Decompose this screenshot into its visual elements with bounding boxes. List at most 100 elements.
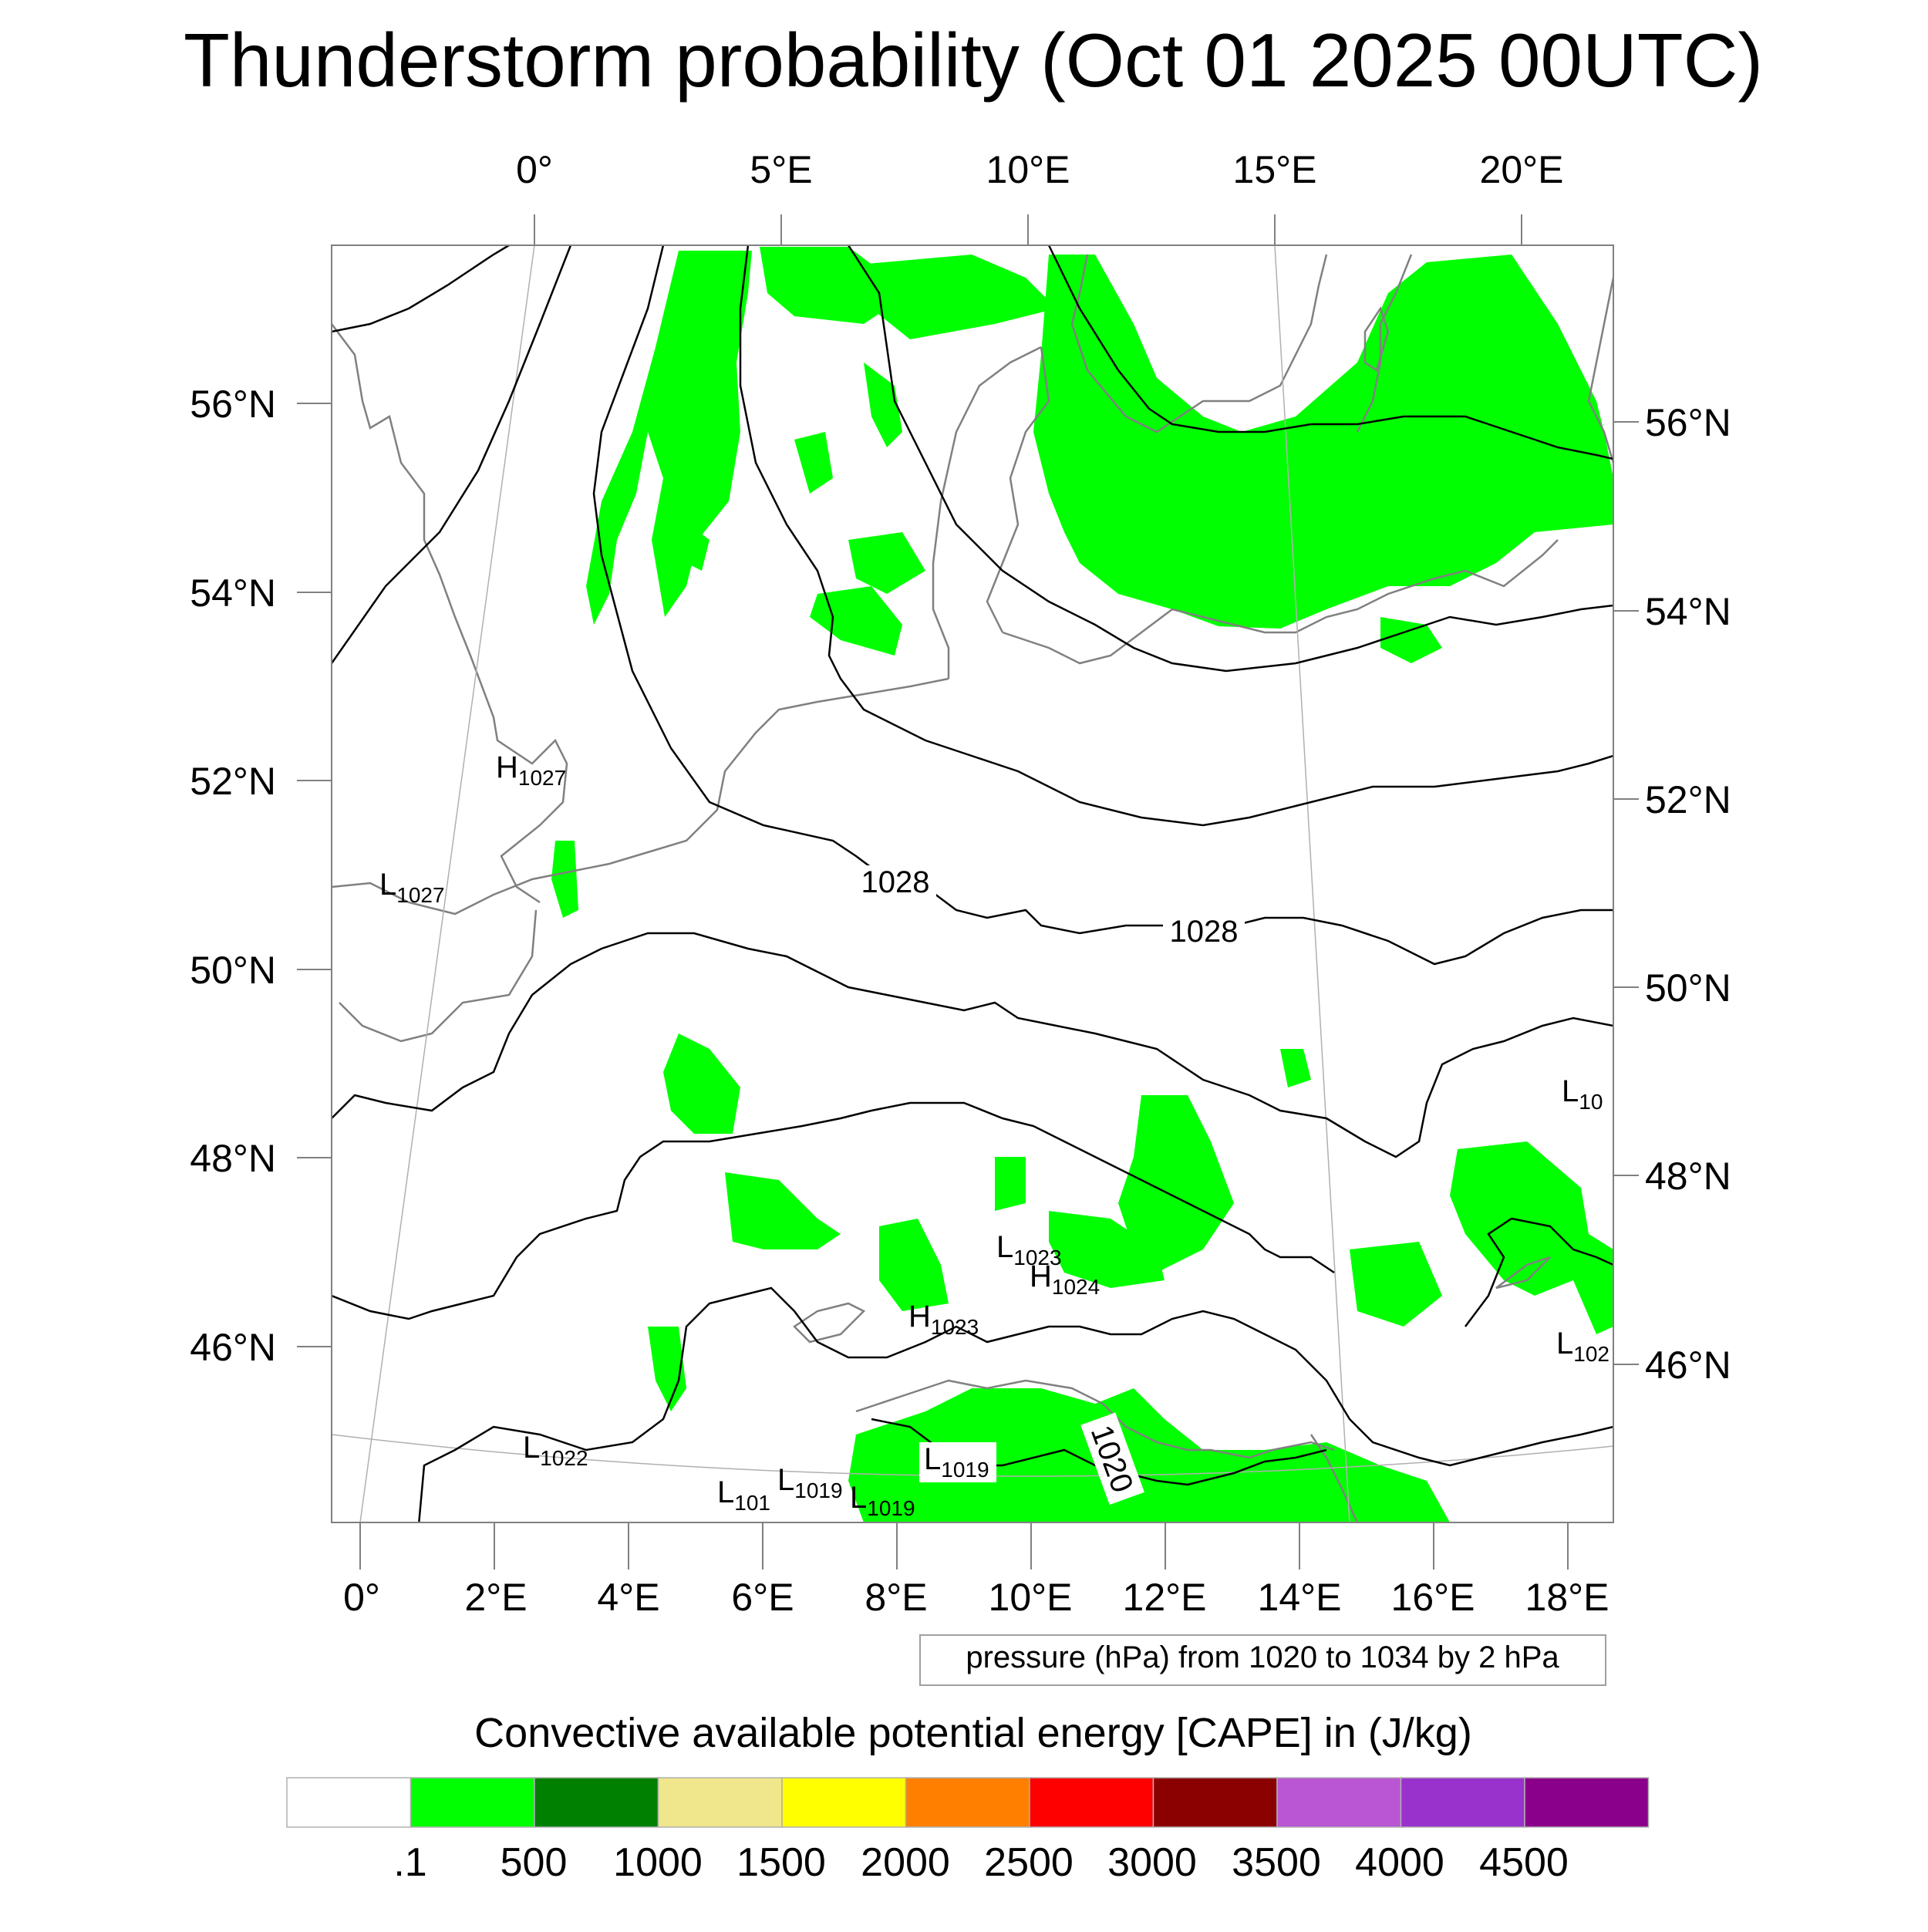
cape-area-france-south <box>648 1327 686 1411</box>
colorbar-swatch <box>286 1777 412 1828</box>
left-lat-label: 50°N <box>190 949 276 992</box>
cape-area-hungary <box>1450 1141 1613 1334</box>
left-axis: 56°N 54°N 52°N 50°N 48°N 46°N <box>190 383 332 1369</box>
colorbar-swatch <box>1152 1777 1278 1828</box>
top-lon-label: 15°E <box>1233 148 1317 191</box>
isobar <box>592 245 1613 966</box>
isobars <box>332 245 1613 1522</box>
isobar <box>1465 1217 1613 1327</box>
left-lat-label: 52°N <box>190 760 276 803</box>
right-lat-label: 48°N <box>1645 1155 1731 1198</box>
cape-area-skagerrak <box>841 255 1057 339</box>
cape-area-alps-north <box>1118 1095 1234 1273</box>
cape-area-english-channel <box>551 841 578 918</box>
coastline-sweden-east <box>1356 254 1413 433</box>
colorbar-swatch <box>781 1777 907 1828</box>
cape-area-bavaria <box>663 1033 740 1134</box>
colorbar-tick-label: 4000 <box>1355 1840 1444 1885</box>
bottom-lon-label: 8°E <box>865 1576 927 1619</box>
contour-label: 1028 <box>861 865 930 899</box>
bottom-lon-label: 6°E <box>731 1576 794 1619</box>
colorbar-tick-label: 1500 <box>736 1840 826 1885</box>
contour-label-bg <box>1163 915 1245 949</box>
cape-area-bavaria <box>725 1172 841 1249</box>
right-lat-label: 56°N <box>1645 401 1731 444</box>
colorbar-tick-label: 2000 <box>861 1840 950 1885</box>
colorbar-swatch <box>1029 1777 1154 1828</box>
contour-label-bg <box>1080 1412 1144 1505</box>
pressure-center-marker: H1027 <box>496 750 566 790</box>
colorbar <box>286 1777 1650 1828</box>
pressure-center-marker: L1019 <box>924 1442 989 1482</box>
coastline-gotland <box>1363 306 1390 372</box>
top-lon-label: 10°E <box>986 148 1070 191</box>
cape-area-north-sea <box>794 432 833 494</box>
coastline-adriatic-west <box>855 1379 1335 1459</box>
bottom-lon-label: 10°E <box>989 1576 1073 1619</box>
cape-area-north-sea <box>864 362 902 447</box>
colorbar-swatch <box>410 1777 535 1828</box>
left-lat-label: 46°N <box>190 1326 276 1369</box>
isobar <box>847 245 1613 673</box>
bottom-lon-label: 18°E <box>1525 1576 1609 1619</box>
cape-area-baltic <box>1033 255 1613 629</box>
cape-area-hungary <box>1350 1242 1442 1327</box>
top-axis: 0° 5°E 10°E 15°E 20°E <box>516 148 1563 245</box>
colorbar-tick-label: 500 <box>501 1840 568 1885</box>
colorbar-tick-label: .1 <box>393 1840 426 1885</box>
coastline-france-north <box>339 909 538 1043</box>
map-panel: 1028 1028 1020 H1027 L1027 L1023 H1024 H… <box>331 244 1614 1523</box>
pressure-center-bg <box>919 1442 996 1482</box>
colorbar-tick-label: 2500 <box>984 1840 1074 1885</box>
right-axis: 56°N 54°N 52°N 50°N 48°N 46°N <box>1613 401 1731 1387</box>
top-lon-label: 5°E <box>750 148 812 191</box>
bottom-axis: 0° 2°E 4°E 6°E 8°E 10°E 12°E 14°E 16°E 1… <box>343 1522 1609 1619</box>
bottom-lon-label: 14°E <box>1258 1576 1342 1619</box>
coastline-germany-baltic <box>1002 539 1559 665</box>
coastline-baltic-east <box>1587 277 1613 464</box>
coastline-swiss-lakes <box>793 1302 866 1344</box>
colorbar-swatch <box>905 1777 1030 1828</box>
colorbar-swatch <box>1276 1777 1402 1828</box>
bottom-lon-label: 2°E <box>464 1576 527 1619</box>
cape-area-po-valley <box>848 1388 1450 1522</box>
coastline-britain-south <box>332 870 571 915</box>
pressure-center-marker: L101 <box>717 1475 770 1515</box>
coastline-lake-balaton <box>1495 1256 1551 1290</box>
contour-info-box: pressure (hPa) from 1020 to 1034 by 2 hP… <box>919 1634 1606 1686</box>
bottom-lon-label: 4°E <box>597 1576 659 1619</box>
cape-area-north-sea <box>586 251 752 625</box>
isobar <box>1047 245 1613 460</box>
isobar <box>332 245 510 333</box>
cape-area-north-sea <box>810 586 902 656</box>
bottom-lon-label: 0° <box>343 1576 380 1619</box>
cape-area-alps-north <box>1049 1211 1165 1288</box>
pressure-center-marker: L1022 <box>523 1431 588 1470</box>
colorbar-swatch <box>534 1777 659 1828</box>
cape-area-czechia <box>1280 1049 1311 1087</box>
colorbar-swatch <box>657 1777 783 1828</box>
contour-label-bg <box>854 865 936 899</box>
isobar <box>332 932 1613 1158</box>
pressure-center-marker: L1023 <box>996 1230 1062 1269</box>
colorbar-labels: .1 500 1000 1500 2000 2500 3000 3500 400… <box>393 1840 1569 1885</box>
right-lat-label: 52°N <box>1645 778 1731 821</box>
meridian <box>359 245 535 1522</box>
colorbar-tick-label: 3500 <box>1232 1840 1321 1885</box>
coastline-sweden-south <box>1070 254 1328 433</box>
meridian <box>1274 245 1350 1522</box>
bottom-lon-label: 16°E <box>1391 1576 1475 1619</box>
cape-area-poland <box>1380 617 1442 663</box>
colorbar-swatch <box>1400 1777 1525 1828</box>
right-lat-label: 46°N <box>1645 1344 1731 1387</box>
cape-fill-areas <box>551 247 1613 1522</box>
pressure-center-marker: L1019 <box>777 1463 843 1502</box>
coastline-denmark-west <box>932 346 1042 679</box>
isobar <box>739 245 1613 827</box>
pressure-center-marker: L1019 <box>850 1481 915 1520</box>
pressure-center-marker: H1024 <box>1030 1259 1100 1299</box>
cape-area-north-sea <box>848 532 925 594</box>
pressure-centers: H1027 L1027 L1023 H1024 H1023 L1022 L101… <box>379 750 1609 1520</box>
